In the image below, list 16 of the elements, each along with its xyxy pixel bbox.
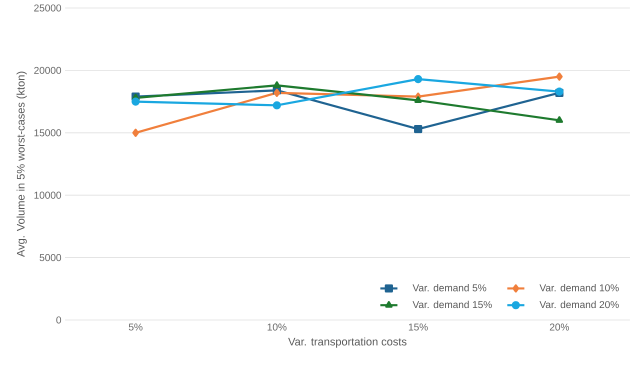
x-tick-label: 20% xyxy=(550,324,570,331)
y-tick-label: 20000 xyxy=(34,66,62,74)
x-axis-title: Var. transportation costs xyxy=(288,337,406,348)
legend-label: Var. demand 20% xyxy=(540,300,619,308)
x-tick-label: 10% xyxy=(268,324,287,331)
y-axis-title: Avg. Volume in 5% worst-cases (kton) xyxy=(16,72,27,258)
y-tick-label: 25000 xyxy=(34,4,62,12)
x-tick-label: 5% xyxy=(128,324,143,331)
y-tick-label: 0 xyxy=(56,316,62,324)
legend-label: Var. demand 10% xyxy=(540,284,619,292)
y-tick-label: 5000 xyxy=(40,254,62,262)
x-tick-label: 15% xyxy=(408,324,428,331)
y-tick-label: 15000 xyxy=(34,129,62,136)
y-tick-label: 10000 xyxy=(34,192,62,199)
legend-label: Var. demand 15% xyxy=(412,300,492,308)
legend-label: Var. demand 5% xyxy=(412,284,486,292)
